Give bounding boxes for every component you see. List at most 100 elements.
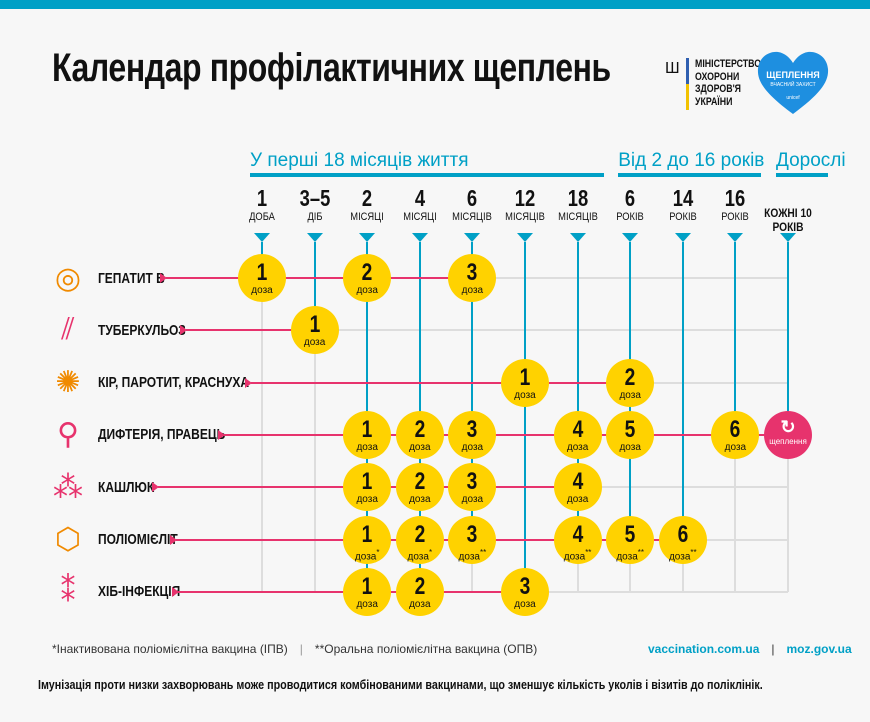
row-arrow: [245, 377, 252, 388]
dose-number: 4: [572, 520, 583, 548]
dose-number: 1: [361, 415, 373, 443]
dose-number: 3: [467, 468, 478, 496]
dose-badge: 1 доза: [290, 306, 339, 355]
column-timeline: [313, 242, 316, 331]
dose-label: доза: [461, 285, 484, 296]
dose-number: 1: [361, 468, 373, 496]
link-vaccination[interactable]: vaccination.com.ua: [648, 642, 760, 656]
grid-line-vertical: [261, 242, 263, 592]
dose-label: доза: [566, 494, 589, 506]
ministry-name: МІНІСТЕРСТВО ОХОРОНИ ЗДОРОВ'Я УКРАЇНИ: [694, 58, 761, 108]
dose-number: 1: [519, 363, 531, 391]
column-unit: МІСЯЦІ: [403, 211, 437, 223]
dose-badge: 3 доза: [448, 463, 497, 512]
dose-badge: 1 доза: [238, 254, 286, 302]
disease-name: ТУБЕРКУЛЬОЗ: [98, 321, 186, 339]
column-marker: [411, 233, 428, 242]
dose-badge: 1 доза: [501, 358, 549, 407]
booster-label: щеплення: [769, 436, 807, 446]
column-marker: [254, 233, 270, 242]
column-age: 6: [625, 185, 636, 211]
column-header: 6 МІСЯЦІВ: [442, 186, 502, 224]
column-age: 16: [725, 185, 746, 211]
tuberculosis-bacteria-icon: ⫽: [61, 313, 75, 347]
dose-number: 2: [624, 363, 636, 391]
dose-number: 2: [414, 468, 426, 496]
dose-label: доза*: [407, 547, 433, 562]
dose-badge: 2 доза*: [395, 515, 444, 564]
column-age: 4: [414, 185, 425, 211]
dose-badge: 5 доза**: [606, 515, 655, 564]
dose-label: доза: [409, 441, 431, 453]
column-timeline: [576, 242, 579, 540]
row-arrow: [180, 325, 187, 336]
grid-line-vertical: [313, 242, 316, 592]
column-unit: РОКІВ: [668, 211, 697, 223]
column-age: 12: [514, 185, 536, 211]
disease-row: ✺ КІР, ПАРОТИТ, КРАСНУХА: [48, 363, 287, 403]
dose-badge: 1 доза: [343, 463, 392, 512]
link-moz[interactable]: moz.gov.ua: [786, 642, 852, 656]
ministry-logo: Ш МІНІСТЕРСТВО ОХОРОНИ ЗДОРОВ'Я УКРАЇНИ: [665, 58, 775, 110]
column-unit: МІСЯЦІВ: [452, 211, 493, 223]
dose-label: доза*: [354, 547, 380, 562]
row-arrow: [172, 586, 179, 597]
dose-number: 2: [414, 520, 426, 548]
disease-row: ◎ ГЕПАТИТ В: [48, 258, 181, 298]
polio-virus-icon: ⬡: [54, 523, 82, 556]
group-label: Від 2 до 16 років: [618, 150, 765, 171]
column-unit: ДІБ: [307, 211, 323, 223]
dose-label: доза: [619, 389, 641, 401]
disease-name: ГЕПАТИТ В: [98, 269, 165, 287]
column-header: 4 МІСЯЦІ: [390, 186, 450, 224]
dose-badge: 2 доза: [395, 463, 444, 512]
dose-badge: 6 доза**: [658, 515, 707, 564]
dose-label: доза: [566, 441, 589, 453]
column-unit: МІСЯЦІВ: [557, 211, 598, 223]
column-header: 18 МІСЯЦІВ: [548, 186, 608, 224]
dose-number: 1: [256, 259, 268, 286]
dose-label: доза**: [668, 547, 697, 562]
dose-number: 5: [624, 520, 636, 548]
column-marker: [569, 233, 586, 242]
disease-name: КАШЛЮК: [98, 478, 155, 496]
row-arrow: [218, 429, 225, 440]
disease-name: ХІБ-ІНФЕКЦІЯ: [98, 583, 181, 601]
page-title: Календар профілактичних щеплень: [52, 46, 611, 90]
column-header: 14 РОКІВ: [653, 186, 713, 224]
trident-icon: Ш: [665, 60, 680, 77]
disease-row: ⁂ КАШЛЮК: [48, 467, 168, 507]
row-timeline: [251, 381, 631, 384]
dose-badge: 3 доза: [448, 254, 497, 302]
dose-number: 2: [414, 572, 426, 600]
column-header: 12 МІСЯЦІВ: [495, 186, 555, 224]
dose-number: 2: [414, 415, 426, 443]
column-header: 3–5 ДІБ: [285, 186, 345, 224]
column-unit: МІСЯЦІ: [350, 211, 384, 223]
links: vaccination.com.ua | moz.gov.ua: [648, 642, 852, 656]
group-underline: [776, 173, 828, 177]
dose-badge: 4 доза**: [553, 515, 602, 564]
disease-name: КІР, ПАРОТИТ, КРАСНУХА: [98, 374, 250, 392]
footnotes: *Інактивована поліомієлітна вакцина (ІПВ…: [52, 642, 538, 656]
column-unit: ДОБА: [249, 211, 275, 223]
row-timeline: [224, 433, 788, 436]
column-age: 6: [467, 185, 478, 211]
dose-label: доза: [303, 337, 326, 349]
footnote-opv: **Оральна поліомієлітна вакцина (ОПВ): [314, 642, 538, 656]
row-timeline: [166, 277, 473, 279]
dose-label: доза: [409, 598, 431, 610]
dose-badge: 3 доза: [448, 410, 497, 459]
dose-number: 6: [677, 520, 689, 548]
dose-number: 2: [361, 259, 373, 286]
column-marker: [359, 233, 376, 242]
column-timeline: [524, 242, 526, 592]
diphtheria-bacteria-icon: ⚲: [57, 418, 79, 452]
dose-badge: 1 доза*: [343, 515, 392, 564]
column-age: 3–5: [299, 185, 330, 211]
group-label: Дорослі: [776, 150, 846, 171]
column-header: 1 ДОБА: [232, 186, 292, 224]
dose-number: 5: [624, 415, 636, 443]
column-marker: [674, 233, 691, 242]
dose-number: 4: [572, 468, 583, 496]
